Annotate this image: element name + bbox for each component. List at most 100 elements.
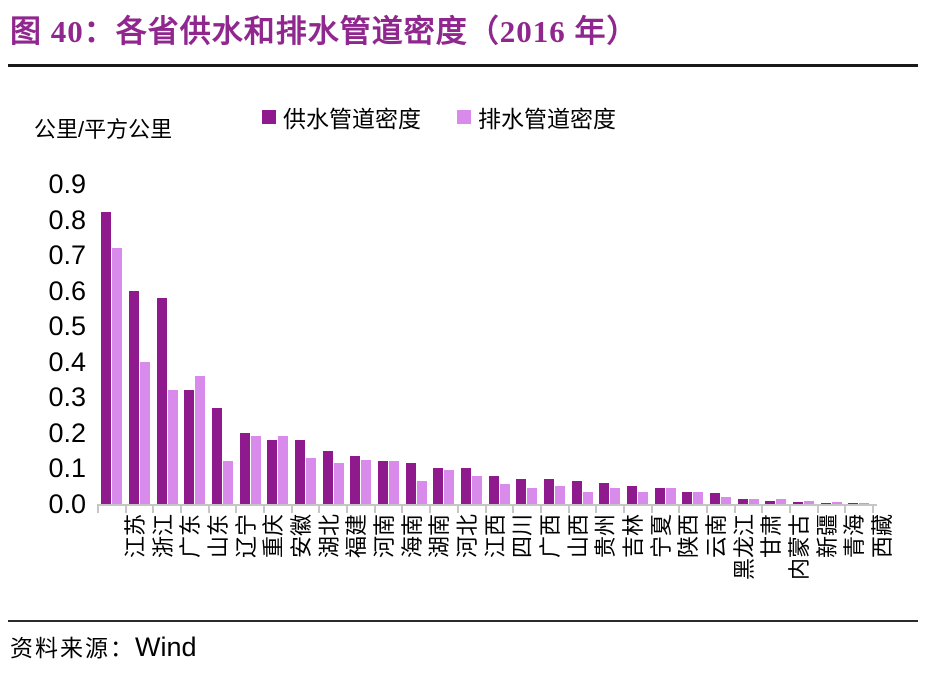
bar-group <box>126 184 154 504</box>
supply-bar <box>820 502 831 504</box>
drain-bar <box>444 470 455 504</box>
x-label-cell: 广东 <box>153 514 203 614</box>
x-label-cell: 海南 <box>375 514 425 614</box>
supply-bar <box>101 212 112 504</box>
x-axis-tick <box>816 504 819 513</box>
bar-group <box>375 184 403 504</box>
y-tick-label: 0.0 <box>48 489 86 519</box>
x-axis-tick <box>235 504 238 513</box>
drain-bar <box>748 499 759 504</box>
x-axis-tick <box>705 504 708 513</box>
bar-group <box>817 184 845 504</box>
drain-bar <box>693 491 704 504</box>
x-label-cell: 福建 <box>319 514 369 614</box>
source-value: Wind <box>135 632 197 662</box>
bar-group <box>292 184 320 504</box>
x-label-cell: 湖南 <box>402 514 452 614</box>
supply-legend-swatch <box>262 110 276 124</box>
supply-bar <box>599 482 610 504</box>
bar-group <box>181 184 209 504</box>
supply-bar <box>793 501 804 504</box>
supply-bar <box>461 468 472 504</box>
drain-bar <box>859 502 870 504</box>
x-label-cell: 陕西 <box>651 514 701 614</box>
bar-group <box>264 184 292 504</box>
x-label-cell: 四川 <box>485 514 535 614</box>
drain-bar <box>195 376 206 504</box>
bar-group <box>458 184 486 504</box>
x-axis-tick <box>429 504 432 513</box>
x-label-cell: 安徽 <box>264 514 314 614</box>
bar-group <box>347 184 375 504</box>
bar-group <box>236 184 264 504</box>
bar-group <box>707 184 735 504</box>
supply-bar <box>433 468 444 504</box>
drain-bar <box>721 496 732 504</box>
bar-group <box>402 184 430 504</box>
x-axis-tick <box>650 504 653 513</box>
supply-bar <box>516 479 527 504</box>
x-label-cell: 内蒙古 <box>762 514 812 614</box>
x-label-cell: 西藏 <box>845 514 895 614</box>
supply-bar <box>184 390 195 504</box>
figure-title: 图 40：各省供水和排水管道密度（2016 年） <box>10 14 639 49</box>
drain-bar <box>776 499 787 504</box>
drain-bar <box>665 488 676 504</box>
x-axis-tick <box>124 504 127 513</box>
bar-group <box>624 184 652 504</box>
title-divider <box>8 64 918 67</box>
drain-bar <box>223 461 234 504</box>
x-label-cell: 吉林 <box>596 514 646 614</box>
x-axis-tick <box>539 504 542 513</box>
supply-bar <box>350 456 361 504</box>
bar-group <box>734 184 762 504</box>
drain-bar <box>140 361 150 504</box>
chart-legend: 供水管道密度 排水管道密度 <box>262 100 616 134</box>
x-label-cell: 贵州 <box>568 514 618 614</box>
drain-bar <box>306 457 317 504</box>
bar-group <box>209 184 237 504</box>
bar-group <box>679 184 707 504</box>
drain-bar <box>389 461 400 504</box>
bar-group <box>845 184 873 504</box>
x-axis-tick <box>484 504 487 513</box>
x-axis-tick <box>622 504 625 513</box>
x-axis-tick <box>152 504 155 513</box>
source-note: 资料来源：Wind <box>10 629 197 663</box>
x-label-cell: 广西 <box>513 514 563 614</box>
x-label-cell: 青海 <box>817 514 867 614</box>
x-axis-tick <box>207 504 210 513</box>
x-axis-tick <box>788 504 791 513</box>
x-label-cell: 湖北 <box>292 514 342 614</box>
drain-bar <box>582 491 593 504</box>
x-axis-tick <box>346 504 349 513</box>
bar-group <box>153 184 181 504</box>
bar-group <box>651 184 679 504</box>
x-axis-tick <box>678 504 681 513</box>
x-axis-tick <box>456 504 459 513</box>
x-axis-tick <box>512 504 515 513</box>
x-axis-tick <box>290 504 293 513</box>
x-axis-tick <box>733 504 736 513</box>
bar-group <box>790 184 818 504</box>
y-tick-label: 0.5 <box>48 311 86 342</box>
drain-bar <box>112 248 123 504</box>
legend-label: 排水管道密度 <box>478 106 616 132</box>
supply-bar <box>571 480 582 504</box>
drain-bar <box>361 459 372 504</box>
source-label: 资料来源： <box>10 636 135 661</box>
supply-bar <box>627 486 638 504</box>
drain-bar <box>527 488 538 504</box>
x-axis-tick <box>180 504 183 513</box>
x-axis-tick <box>567 504 570 513</box>
y-tick-label: 0.8 <box>48 204 86 235</box>
x-label-cell: 江西 <box>458 514 508 614</box>
y-tick-label: 0.3 <box>48 382 86 413</box>
supply-bar <box>322 450 333 504</box>
x-label-cell: 黑龙江 <box>707 514 757 614</box>
x-axis-tick <box>761 504 764 513</box>
y-tick-label: 0.9 <box>48 169 86 199</box>
x-axis-tick <box>844 504 847 513</box>
bar-group <box>319 184 347 504</box>
